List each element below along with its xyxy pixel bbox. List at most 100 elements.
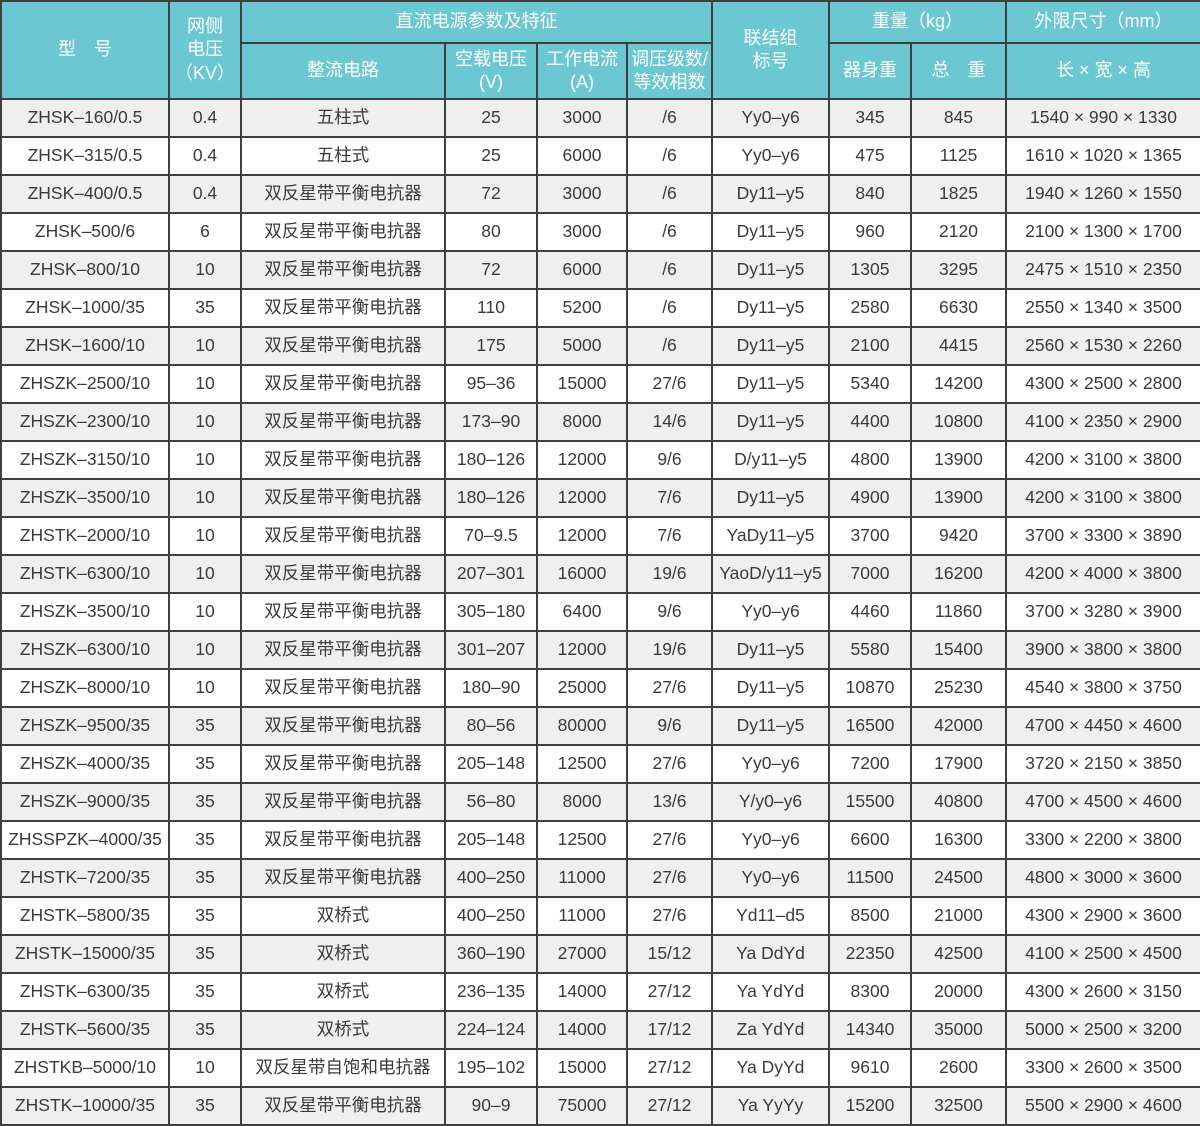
cell-rectifier-circuit: 双反星带平衡电抗器 bbox=[240, 668, 446, 708]
cell-total-weight: 25230 bbox=[909, 668, 1008, 708]
header-connection-group: 联结组 标号 bbox=[711, 0, 830, 100]
cell-rectifier-circuit: 双桥式 bbox=[240, 972, 446, 1012]
header-weight-group: 重量（kg） bbox=[827, 0, 1008, 44]
cell-connection-group: Yy0–y6 bbox=[711, 98, 830, 138]
cell-rectifier-circuit: 双反星带平衡电抗器 bbox=[240, 744, 446, 784]
cell-model: ZHSTKB–5000/10 bbox=[0, 1048, 170, 1088]
cell-body-weight: 3700 bbox=[828, 516, 912, 556]
cell-dimensions: 4100 × 2350 × 2900 bbox=[1005, 402, 1200, 442]
cell-regulation-steps: 19/6 bbox=[626, 554, 713, 594]
cell-grid-voltage: 10 bbox=[168, 516, 242, 556]
cell-rectifier-circuit: 双反星带自饱和电抗器 bbox=[240, 1048, 446, 1088]
cell-connection-group: Ya DyYd bbox=[711, 1048, 830, 1088]
table-header: 型 号 网侧 电压 （KV） 直流电源参数及特征 联结组 标号 重量（kg） 外… bbox=[0, 0, 1200, 100]
table-row: ZHSTK–6300/35 35 双桥式 236–135 14000 27/12 Ya Yd… bbox=[0, 972, 1200, 1012]
cell-grid-voltage: 35 bbox=[168, 896, 242, 936]
table-row: ZHSZK–4000/35 35 双反星带平衡电抗器 205–148 12500 27/6… bbox=[0, 744, 1200, 784]
cell-total-weight: 32500 bbox=[909, 1086, 1008, 1126]
cell-no-load-voltage: 305–180 bbox=[444, 592, 538, 632]
cell-working-current: 3000 bbox=[536, 98, 628, 138]
cell-model: ZHSZK–3500/10 bbox=[0, 592, 170, 632]
cell-regulation-steps: 14/6 bbox=[626, 402, 713, 442]
cell-rectifier-circuit: 双反星带平衡电抗器 bbox=[240, 820, 446, 860]
cell-dimensions: 2475 × 1510 × 2350 bbox=[1005, 250, 1200, 290]
cell-working-current: 12500 bbox=[536, 744, 628, 784]
cell-connection-group: Za YdYd bbox=[711, 1010, 830, 1050]
cell-dimensions: 3700 × 3280 × 3900 bbox=[1005, 592, 1200, 632]
cell-rectifier-circuit: 双反星带平衡电抗器 bbox=[240, 440, 446, 480]
cell-total-weight: 42500 bbox=[909, 934, 1008, 974]
cell-grid-voltage: 0.4 bbox=[168, 98, 242, 138]
cell-rectifier-circuit: 双反星带平衡电抗器 bbox=[240, 782, 446, 822]
cell-body-weight: 7000 bbox=[828, 554, 912, 594]
cell-connection-group: Yy0–y6 bbox=[711, 592, 830, 632]
cell-connection-group: Ya YyYy bbox=[711, 1086, 830, 1126]
cell-dimensions: 4700 × 4500 × 4600 bbox=[1005, 782, 1200, 822]
cell-model: ZHSTK–10000/35 bbox=[0, 1086, 170, 1126]
cell-rectifier-circuit: 双反星带平衡电抗器 bbox=[240, 402, 446, 442]
cell-working-current: 11000 bbox=[536, 858, 628, 898]
cell-body-weight: 9610 bbox=[828, 1048, 912, 1088]
cell-working-current: 12500 bbox=[536, 820, 628, 860]
header-no-load-voltage: 空载电压 (V) bbox=[444, 42, 538, 100]
cell-regulation-steps: 27/6 bbox=[626, 744, 713, 784]
cell-working-current: 12000 bbox=[536, 440, 628, 480]
header-working-current: 工作电流 (A) bbox=[536, 42, 628, 100]
cell-rectifier-circuit: 双反星带平衡电抗器 bbox=[240, 326, 446, 366]
table-row: ZHSK–1600/10 10 双反星带平衡电抗器 175 5000/6 Dy11–y5 2… bbox=[0, 326, 1200, 366]
table-row: ZHSTK–15000/35 35 双桥式 360–190 27000 15/12 Ya D… bbox=[0, 934, 1200, 974]
cell-connection-group: Dy11–y5 bbox=[711, 478, 830, 518]
table-row: ZHSK–160/0.5 0.4 五柱式 25 3000/6 Yy0–y6 345 845 15… bbox=[0, 98, 1200, 138]
cell-body-weight: 2580 bbox=[828, 288, 912, 328]
cell-grid-voltage: 10 bbox=[168, 1048, 242, 1088]
cell-working-current: 8000 bbox=[536, 782, 628, 822]
cell-no-load-voltage: 180–126 bbox=[444, 440, 538, 480]
cell-no-load-voltage: 400–250 bbox=[444, 858, 538, 898]
cell-no-load-voltage: 205–148 bbox=[444, 744, 538, 784]
cell-regulation-steps: /6 bbox=[626, 326, 713, 366]
cell-regulation-steps: /6 bbox=[626, 136, 713, 176]
cell-grid-voltage: 10 bbox=[168, 554, 242, 594]
table-row: ZHSK–1000/35 35 双反星带平衡电抗器 110 5200/6 Dy11–y5 2… bbox=[0, 288, 1200, 328]
cell-dimensions: 2560 × 1530 × 2260 bbox=[1005, 326, 1200, 366]
cell-rectifier-circuit: 双反星带平衡电抗器 bbox=[240, 250, 446, 290]
cell-no-load-voltage: 195–102 bbox=[444, 1048, 538, 1088]
table-row: ZHSK–800/10 10 双反星带平衡电抗器 72 6000/6 Dy11–y5 130… bbox=[0, 250, 1200, 290]
cell-total-weight: 40800 bbox=[909, 782, 1008, 822]
cell-model: ZHSK–1000/35 bbox=[0, 288, 170, 328]
cell-working-current: 16000 bbox=[536, 554, 628, 594]
cell-body-weight: 1305 bbox=[828, 250, 912, 290]
cell-total-weight: 11860 bbox=[909, 592, 1008, 632]
cell-grid-voltage: 6 bbox=[168, 212, 242, 252]
cell-total-weight: 3295 bbox=[909, 250, 1008, 290]
cell-total-weight: 2120 bbox=[909, 212, 1008, 252]
cell-no-load-voltage: 207–301 bbox=[444, 554, 538, 594]
table-row: ZHSTK–7200/35 35 双反星带平衡电抗器 400–250 11000 27/6… bbox=[0, 858, 1200, 898]
cell-regulation-steps: 27/12 bbox=[626, 972, 713, 1012]
cell-rectifier-circuit: 双桥式 bbox=[240, 934, 446, 974]
cell-grid-voltage: 35 bbox=[168, 706, 242, 746]
cell-connection-group: YaDy11–y5 bbox=[711, 516, 830, 556]
cell-total-weight: 4415 bbox=[909, 326, 1008, 366]
cell-connection-group: Yy0–y6 bbox=[711, 858, 830, 898]
table-row: ZHSTK–2000/10 10 双反星带平衡电抗器 70–9.5 12000 7/6 Ya… bbox=[0, 516, 1200, 556]
cell-body-weight: 14340 bbox=[828, 1010, 912, 1050]
cell-body-weight: 6600 bbox=[828, 820, 912, 860]
cell-grid-voltage: 10 bbox=[168, 402, 242, 442]
cell-working-current: 8000 bbox=[536, 402, 628, 442]
cell-no-load-voltage: 25 bbox=[444, 98, 538, 138]
cell-regulation-steps: 7/6 bbox=[626, 516, 713, 556]
cell-no-load-voltage: 175 bbox=[444, 326, 538, 366]
header-rectifier-circuit: 整流电路 bbox=[240, 42, 446, 100]
cell-no-load-voltage: 80 bbox=[444, 212, 538, 252]
header-grid-voltage: 网侧 电压 （KV） bbox=[168, 0, 242, 100]
cell-connection-group: Ya DdYd bbox=[711, 934, 830, 974]
cell-no-load-voltage: 25 bbox=[444, 136, 538, 176]
cell-no-load-voltage: 80–56 bbox=[444, 706, 538, 746]
cell-body-weight: 4460 bbox=[828, 592, 912, 632]
cell-total-weight: 20000 bbox=[909, 972, 1008, 1012]
cell-dimensions: 4200 × 4000 × 3800 bbox=[1005, 554, 1200, 594]
cell-working-current: 12000 bbox=[536, 516, 628, 556]
cell-regulation-steps: 7/6 bbox=[626, 478, 713, 518]
